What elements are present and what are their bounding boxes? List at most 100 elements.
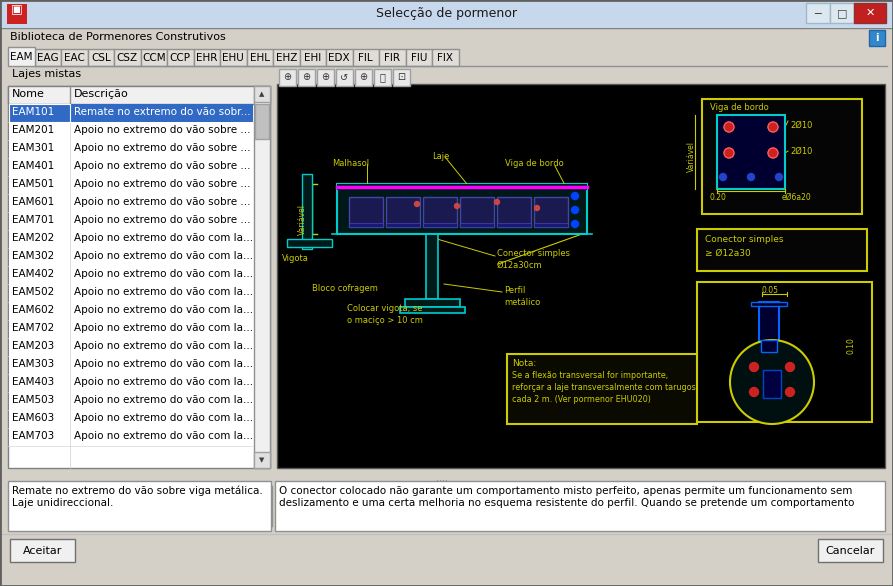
Bar <box>374 69 391 86</box>
Bar <box>275 481 885 531</box>
Bar <box>697 282 872 422</box>
Text: Apoio no extremo do vão com la...: Apoio no extremo do vão com la... <box>74 431 253 441</box>
Bar <box>9 176 253 194</box>
Bar <box>854 3 886 23</box>
Bar <box>254 86 270 102</box>
Text: Apoio no extremo do vão sobre ...: Apoio no extremo do vão sobre ... <box>74 179 251 189</box>
Circle shape <box>535 206 539 210</box>
Text: EAM503: EAM503 <box>12 395 54 405</box>
Text: ≥ Ø12a30: ≥ Ø12a30 <box>705 249 751 258</box>
Text: Ø12a30cm: Ø12a30cm <box>497 261 543 270</box>
Text: i: i <box>875 33 879 43</box>
Text: Remate no extremo do vão sobre viga metálica.
Laje unidireccional.: Remate no extremo do vão sobre viga metá… <box>12 486 263 508</box>
Bar <box>386 197 420 227</box>
Circle shape <box>768 122 778 132</box>
Text: O conector colocado não garante um comportamento misto perfeito, apenas permite : O conector colocado não garante um compo… <box>279 486 855 507</box>
Bar <box>830 3 854 23</box>
Bar <box>88 49 114 66</box>
Bar <box>9 338 253 356</box>
Text: Cancelar: Cancelar <box>826 546 875 556</box>
Circle shape <box>495 199 499 205</box>
Text: ✕: ✕ <box>865 8 874 18</box>
Text: ....: .... <box>436 473 448 483</box>
Text: EAM302: EAM302 <box>12 251 54 261</box>
Bar <box>697 229 867 271</box>
Text: EAM701: EAM701 <box>12 215 54 225</box>
Text: Conector simples: Conector simples <box>705 235 783 244</box>
Bar <box>9 158 253 176</box>
Circle shape <box>724 122 734 132</box>
Text: CCP: CCP <box>170 53 191 63</box>
Bar <box>702 99 862 214</box>
Text: ▼: ▼ <box>259 457 264 463</box>
Text: EAM403: EAM403 <box>12 377 54 387</box>
Bar <box>8 86 270 104</box>
Bar <box>287 239 332 247</box>
Text: EAM301: EAM301 <box>12 143 54 153</box>
Circle shape <box>572 206 579 213</box>
Text: Descrição: Descrição <box>74 89 129 99</box>
Text: 2Ø10: 2Ø10 <box>790 147 813 156</box>
Text: FIL: FIL <box>358 53 373 63</box>
Circle shape <box>749 363 758 372</box>
Bar <box>432 49 458 66</box>
Bar <box>9 302 253 320</box>
Bar <box>273 49 299 66</box>
Bar <box>299 49 326 66</box>
Text: Viga de bordo: Viga de bordo <box>710 103 769 112</box>
Text: CSL: CSL <box>91 53 111 63</box>
Text: 0.10: 0.10 <box>847 337 856 354</box>
Text: Apoio no extremo do vão com la...: Apoio no extremo do vão com la... <box>74 233 253 243</box>
Text: FIR: FIR <box>384 53 400 63</box>
Bar <box>298 69 315 86</box>
Text: FIU: FIU <box>411 53 427 63</box>
Text: Biblioteca de Pormenores Construtivos: Biblioteca de Pormenores Construtivos <box>10 32 226 42</box>
Text: EAM203: EAM203 <box>12 341 54 351</box>
Bar <box>386 223 420 227</box>
Bar <box>220 49 246 66</box>
Bar <box>9 374 253 392</box>
Bar <box>759 302 779 352</box>
Circle shape <box>730 340 814 424</box>
Text: EAM303: EAM303 <box>12 359 54 369</box>
Bar <box>246 49 273 66</box>
Bar <box>255 104 269 139</box>
Bar <box>405 299 460 307</box>
Text: Apoio no extremo do vão sobre ...: Apoio no extremo do vão sobre ... <box>74 215 251 225</box>
Bar <box>9 410 253 428</box>
Text: Apoio no extremo do vão com la...: Apoio no extremo do vão com la... <box>74 287 253 297</box>
Text: reforçar a laje transversalmente com tarugos: reforçar a laje transversalmente com tar… <box>512 383 696 392</box>
Text: ⊕: ⊕ <box>303 73 311 83</box>
Bar <box>337 184 587 234</box>
Bar <box>761 340 777 352</box>
Bar <box>9 140 253 158</box>
Text: eØ6a20: eØ6a20 <box>782 193 812 202</box>
Bar <box>460 197 494 227</box>
Text: Selecção de pormenor: Selecção de pormenor <box>375 8 516 21</box>
Text: EAM501: EAM501 <box>12 179 54 189</box>
Circle shape <box>749 387 758 397</box>
Text: ↺: ↺ <box>340 73 348 83</box>
Text: o maciço > 10 cm: o maciço > 10 cm <box>347 316 423 325</box>
Text: 0.20: 0.20 <box>710 193 727 202</box>
Text: Apoio no extremo do vão com la...: Apoio no extremo do vão com la... <box>74 377 253 387</box>
Circle shape <box>572 220 579 227</box>
Text: ⊕: ⊕ <box>360 73 368 83</box>
Text: Apoio no extremo do vão sobre ...: Apoio no extremo do vão sobre ... <box>74 161 251 171</box>
Bar <box>806 3 830 23</box>
Text: Se a flexão transversal for importante,: Se a flexão transversal for importante, <box>512 371 668 380</box>
Bar <box>534 223 568 227</box>
Bar <box>9 356 253 374</box>
Text: 2Ø10: 2Ø10 <box>790 121 813 130</box>
Text: EAG: EAG <box>37 53 59 63</box>
Text: EAM602: EAM602 <box>12 305 54 315</box>
Text: CSZ: CSZ <box>117 53 138 63</box>
Text: Variável: Variável <box>687 141 696 172</box>
Bar <box>9 428 253 446</box>
Text: EAM702: EAM702 <box>12 323 54 333</box>
Bar <box>114 49 140 66</box>
Text: Vigota: Vigota <box>282 254 309 263</box>
Bar <box>254 86 270 468</box>
Bar <box>534 197 568 227</box>
Circle shape <box>747 173 755 180</box>
